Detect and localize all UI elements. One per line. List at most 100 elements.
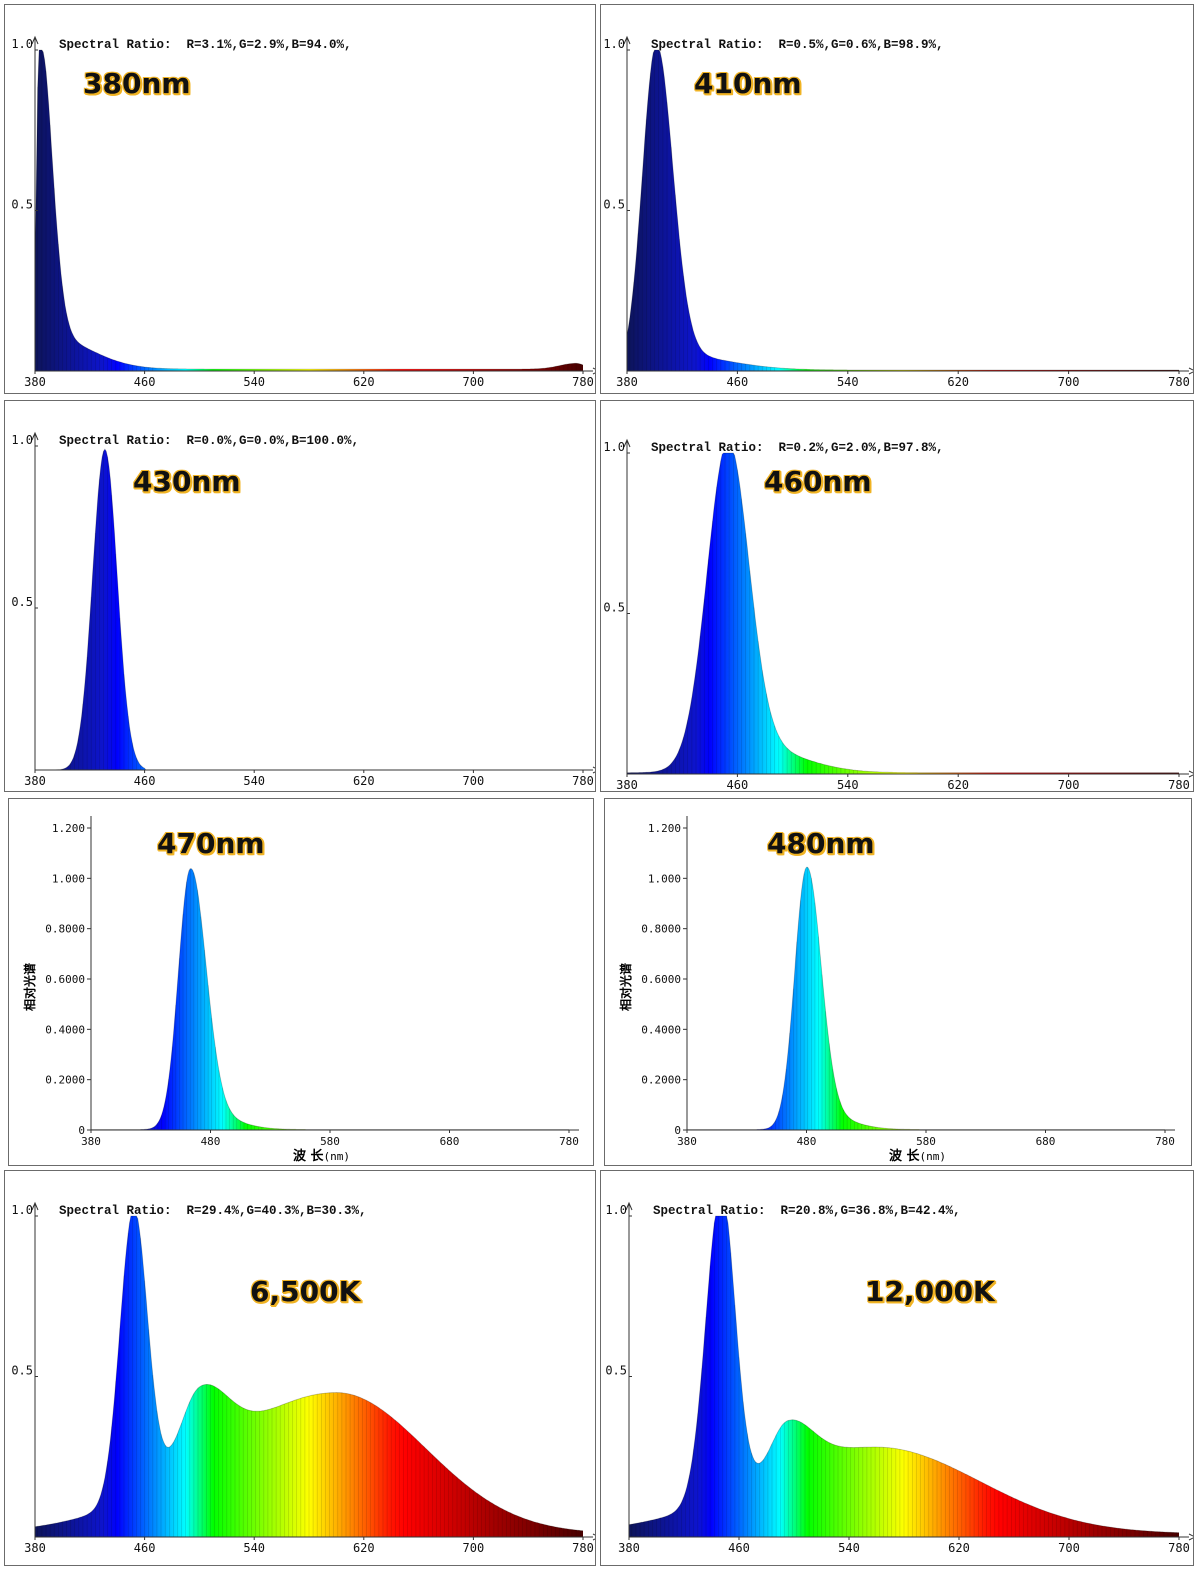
x-tick-label: 700 [1058, 375, 1080, 389]
y-tick-label: 0.5 [11, 198, 33, 212]
spectral-ratio-text: Spectral Ratio: R=0.0%,G=0.0%,B=100.0%, [59, 434, 359, 448]
spectrum-area [35, 449, 583, 770]
y-tick-label: 1.0 [605, 1203, 627, 1217]
spectrum-svg: 380 460 540 620 700 780 0.5 1.0 [11, 431, 595, 788]
x-tick-label: 380 [81, 1135, 101, 1148]
x-tick-label: 620 [353, 1541, 375, 1555]
y-tick-label: 0 [78, 1124, 85, 1137]
spectral-ratio-value: R=0.5%,G=0.6%,B=98.9%, [763, 38, 944, 52]
spectrum-area [627, 453, 1179, 774]
spectrum-svg: 380 480 580 680 780 0 0.2000 0.4000 0.6000 0.8000… [45, 816, 579, 1148]
x-tick-label: 620 [353, 774, 375, 788]
y-tick-label: 1.0 [603, 440, 625, 454]
x-tick-label: 540 [243, 774, 265, 788]
x-axis-title: 波 长(nm) [293, 1145, 350, 1164]
axes [625, 1201, 1193, 1541]
axes [31, 1201, 595, 1541]
y-tick-label: 1.0 [11, 433, 33, 447]
y-tick-label: 1.0 [11, 37, 33, 51]
spectrum-striations [37, 50, 581, 371]
y-tick-label: 0.6000 [641, 973, 681, 986]
chart-panel-470nm: 380 480 580 680 780 0 0.2000 0.4000 0.6000 0.8000… [8, 798, 594, 1166]
y-tick-label: 0 [674, 1124, 681, 1137]
y-tick-label: 0.4000 [45, 1023, 85, 1036]
spectral-ratio-value: R=0.2%,G=2.0%,B=97.8%, [763, 441, 944, 455]
spectral-ratio-label: Spectral Ratio: [651, 441, 764, 455]
axes [623, 438, 1193, 778]
y-tick-label: 0.5 [603, 601, 625, 615]
y-tick-label: 1.000 [648, 872, 681, 885]
y-tick-label: 0.5 [603, 198, 625, 212]
x-tick-label: 620 [353, 375, 375, 389]
x-tick-label: 620 [948, 1541, 970, 1555]
y-tick-label: 0.2000 [641, 1074, 681, 1087]
spectrum-area [35, 1216, 583, 1537]
spectrum-outline [34, 49, 584, 370]
x-tick-label: 700 [463, 774, 485, 788]
spectrum-area [687, 867, 1165, 1130]
y-tick-label: 0.5 [11, 595, 33, 609]
x-tick-label: 580 [320, 1135, 340, 1148]
x-tick-label: 700 [463, 375, 485, 389]
x-tick-label: 460 [728, 1541, 750, 1555]
axes [683, 816, 1175, 1133]
spectrum-svg: 380 460 540 620 700 780 0.5 1.0 [603, 35, 1193, 389]
spectral-ratio-value: R=0.0%,G=0.0%,B=100.0%, [171, 434, 360, 448]
y-tick-label: 0.5 [11, 1364, 33, 1378]
spectrum-svg: 380 480 580 680 780 0 0.2000 0.4000 0.6000 0.8000… [641, 816, 1175, 1148]
spectrum-outline [627, 452, 1179, 774]
x-tick-label: 480 [201, 1135, 221, 1148]
wavelength-tag: 12,000K [865, 1275, 995, 1308]
axes [31, 431, 595, 774]
spectrum-striations [771, 867, 877, 1130]
x-tick-label: 620 [947, 375, 969, 389]
spectral-ratio-text: Spectral Ratio: R=3.1%,G=2.9%,B=94.0%, [59, 38, 352, 52]
spectral-ratio-text: Spectral Ratio: R=0.2%,G=2.0%,B=97.8%, [651, 441, 944, 455]
spectrum-outline [34, 1215, 584, 1532]
wavelength-tag: 460nm [764, 465, 872, 498]
chart-panel-460nm: 380 460 540 620 700 780 0.5 1.0 Spectral Ratio: … [600, 400, 1194, 792]
x-tick-label: 580 [916, 1135, 936, 1148]
spectrum-outline [91, 868, 569, 1130]
spectral-ratio-value: R=29.4%,G=40.3%,B=30.3%, [171, 1204, 367, 1218]
wavelength-tag: 430nm [133, 465, 241, 498]
x-tick-label: 380 [616, 778, 638, 791]
spectrum-svg: 380 460 540 620 700 780 0.5 1.0 [605, 1201, 1193, 1555]
x-tick-label: 380 [616, 375, 638, 389]
chart-panel-12000k: 380 460 540 620 700 780 0.5 1.0 Spectral Ratio: … [600, 1170, 1194, 1566]
x-tick-label: 460 [134, 1541, 156, 1555]
x-tick-label: 680 [1036, 1135, 1056, 1148]
x-tick-label: 780 [1155, 1135, 1175, 1148]
x-axis-title-text: 波 长 [889, 1149, 920, 1164]
x-tick-label: 780 [572, 1541, 594, 1555]
x-tick-label: 380 [24, 375, 46, 389]
wavelength-tag: 480nm [767, 827, 875, 860]
x-tick-label: 700 [1058, 778, 1080, 791]
y-tick-label: 0.8000 [45, 923, 85, 936]
x-tick-label: 620 [947, 778, 969, 791]
spectrum-area [629, 1216, 1179, 1537]
x-tick-label: 780 [572, 774, 594, 788]
chart-panel-380nm: 380 460 540 620 700 780 0.5 1.0 Spectral Ratio: … [4, 4, 596, 394]
spectral-ratio-value: R=3.1%,G=2.9%,B=94.0%, [171, 38, 352, 52]
x-tick-label: 460 [134, 375, 156, 389]
x-tick-label: 780 [1168, 1541, 1190, 1555]
x-tick-label: 480 [797, 1135, 817, 1148]
y-tick-label: 1.0 [11, 1203, 33, 1217]
axes [31, 35, 595, 375]
axes [87, 816, 579, 1133]
x-axis-title: 波 长(nm) [889, 1145, 946, 1164]
wavelength-tag: 470nm [157, 827, 265, 860]
y-tick-label: 0.8000 [641, 923, 681, 936]
x-tick-label: 700 [463, 1541, 485, 1555]
spectrum-area [627, 50, 1179, 371]
spectral-ratio-label: Spectral Ratio: [59, 1204, 172, 1218]
x-axis-title-unit: (nm) [323, 1150, 351, 1163]
chart-panel-480nm: 380 480 580 680 780 0 0.2000 0.4000 0.6000 0.8000… [604, 798, 1192, 1166]
wavelength-tag: 380nm [83, 67, 191, 100]
x-tick-label: 380 [24, 1541, 46, 1555]
chart-panel-410nm: 380 460 540 620 700 780 0.5 1.0 Spectral Ratio: … [600, 4, 1194, 394]
y-tick-label: 1.000 [52, 872, 85, 885]
spectrum-striations [70, 451, 141, 770]
y-tick-label: 0.2000 [45, 1074, 85, 1087]
